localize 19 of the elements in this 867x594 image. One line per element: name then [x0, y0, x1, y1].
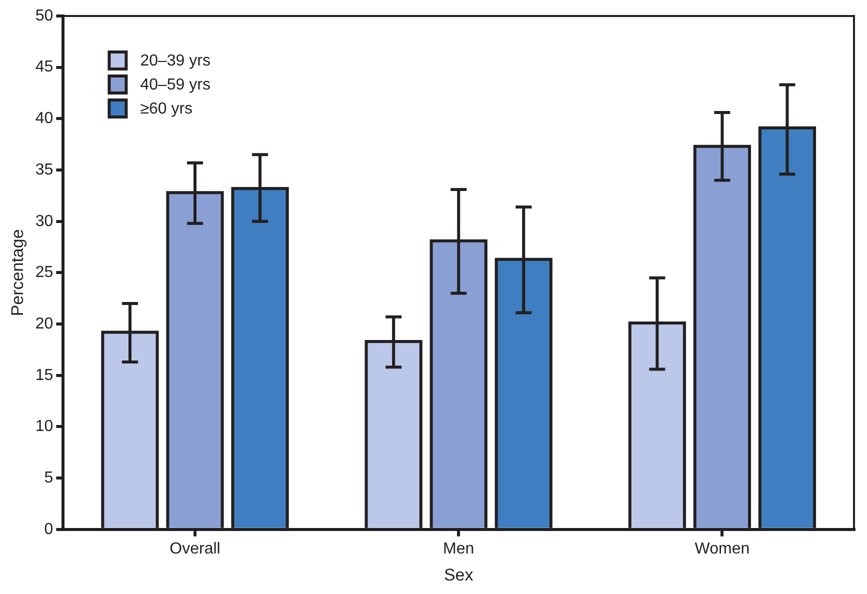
- y-tick-label: 30: [35, 212, 54, 230]
- y-tick-label: 5: [44, 469, 54, 486]
- x-tick-label: Overall: [170, 540, 220, 558]
- y-tick-label: 35: [35, 161, 54, 178]
- y-tick-label: 10: [35, 418, 54, 436]
- y-axis-title: Percentage: [8, 229, 27, 316]
- y-tick-label: 40: [35, 110, 54, 128]
- y-tick-label: 20: [35, 315, 54, 332]
- y-tick-label: 15: [35, 366, 54, 384]
- x-tick-label: Women: [694, 540, 750, 558]
- y-tick-label: 50: [35, 7, 54, 24]
- legend-label: 40–59 yrs: [140, 76, 210, 94]
- y-tick-label: 0: [44, 520, 54, 538]
- y-tick-label: 25: [35, 264, 54, 282]
- legend-label: ≥60 yrs: [140, 100, 193, 118]
- y-tick-label: 45: [35, 58, 54, 76]
- x-axis-title: Sex: [444, 565, 474, 584]
- legend-label: 20–39 yrs: [140, 52, 210, 70]
- x-tick-label: Men: [443, 540, 474, 558]
